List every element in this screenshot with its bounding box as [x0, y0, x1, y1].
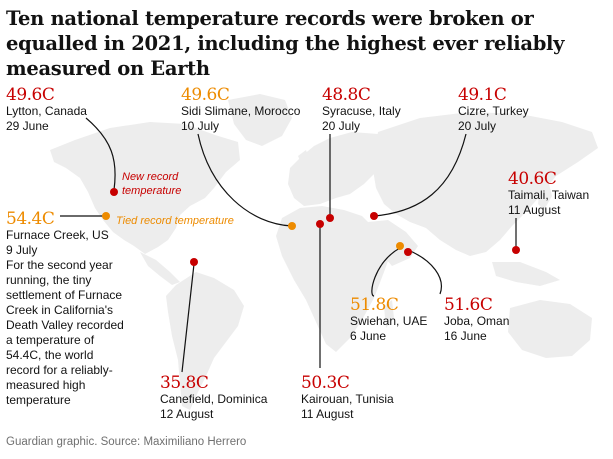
- record-temp: 35.8C: [160, 373, 209, 393]
- south-america-land: [166, 272, 244, 410]
- dot-cizre: [370, 212, 378, 220]
- dot-kairouan: [316, 220, 324, 228]
- record-taimali: 40.6C Taimali, Taiwan 11 August: [508, 170, 589, 218]
- dot-taimali: [512, 246, 520, 254]
- leader-lines: [60, 117, 517, 373]
- leader-canefield: [181, 263, 195, 373]
- leader-joba: [407, 249, 442, 295]
- dot-lytton: [110, 188, 118, 196]
- dot-sidi-slimane: [288, 222, 296, 230]
- africa-land: [276, 206, 392, 352]
- record-date: 9 July: [6, 243, 38, 257]
- leader-cizre: [373, 133, 467, 217]
- record-temp: 50.3C: [301, 373, 350, 393]
- record-temp: 49.1C: [458, 85, 507, 105]
- record-dots: [102, 188, 520, 266]
- record-place: Swiehan, UAE: [350, 314, 428, 328]
- record-date: 11 August: [301, 407, 354, 421]
- record-place: Syracuse, Italy: [322, 104, 401, 118]
- europe-land: [288, 132, 392, 206]
- record-date: 10 July: [181, 119, 220, 133]
- leader-sidi-slimane: [197, 133, 293, 227]
- dot-joba: [404, 248, 412, 256]
- record-swiehan: 51.8C Swiehan, UAE 6 June: [350, 296, 427, 344]
- record-lytton: 49.6C Lytton, Canada 29 June: [6, 86, 87, 134]
- record-canefield: 35.8C Canefield, Dominica 12 August: [160, 374, 267, 422]
- record-place: Furnace Creek, US: [6, 228, 109, 242]
- record-kairouan: 50.3C Kairouan, Tunisia 11 August: [301, 374, 394, 422]
- record-place: Taimali, Taiwan: [508, 188, 590, 202]
- australia-land: [508, 300, 592, 358]
- north-america-land: [50, 122, 240, 254]
- leader-swiehan: [371, 247, 401, 297]
- record-place: Cizre, Turkey: [458, 104, 529, 118]
- landmasses: [50, 94, 598, 410]
- record-date: 16 June: [444, 329, 487, 343]
- record-date: 20 July: [322, 119, 361, 133]
- record-joba: 51.6C Joba, Oman 16 June: [444, 296, 509, 344]
- record-note: For the second year running, the tiny se…: [6, 258, 124, 407]
- dot-syracuse: [326, 214, 334, 222]
- record-date: 12 August: [160, 407, 214, 421]
- legend-new-record: New record temperature: [122, 171, 182, 197]
- central-america-land: [140, 252, 180, 285]
- record-date: 11 August: [508, 203, 561, 217]
- record-temp: 51.6C: [444, 295, 493, 315]
- record-place: Canefield, Dominica: [160, 392, 268, 406]
- record-date: 6 June: [350, 329, 387, 343]
- record-syracuse: 48.8C Syracuse, Italy 20 July: [322, 86, 401, 134]
- record-temp: 54.4C: [6, 209, 55, 229]
- record-temp: 49.6C: [6, 85, 55, 105]
- leader-lytton: [85, 117, 116, 191]
- asia-land: [372, 112, 598, 256]
- record-furnace-creek: 54.4C Furnace Creek, US 9 July For the s…: [6, 210, 126, 408]
- record-place: Joba, Oman: [444, 314, 510, 328]
- madagascar-land: [384, 300, 394, 328]
- record-cizre: 49.1C Cizre, Turkey 20 July: [458, 86, 529, 134]
- record-temp: 51.8C: [350, 295, 399, 315]
- record-temp: 49.6C: [181, 85, 230, 105]
- record-temp: 40.6C: [508, 169, 557, 189]
- record-temp: 48.8C: [322, 85, 371, 105]
- dot-furnace-creek: [102, 212, 110, 220]
- dot-swiehan: [396, 242, 404, 250]
- source-credit: Guardian graphic. Source: Maximiliano He…: [6, 436, 247, 448]
- record-sidi-slimane: 49.6C Sidi Slimane, Morocco 10 July: [181, 86, 300, 134]
- record-place: Lytton, Canada: [6, 104, 87, 118]
- greenland-land: [228, 94, 292, 146]
- japan-land: [538, 180, 552, 210]
- se-asia-land: [492, 262, 560, 286]
- record-place: Kairouan, Tunisia: [301, 392, 394, 406]
- uk-land: [298, 150, 310, 170]
- chart-title: Ten national temperature records were br…: [6, 7, 565, 80]
- record-date: 20 July: [458, 119, 497, 133]
- record-place: Sidi Slimane, Morocco: [181, 104, 301, 118]
- legend-tied-record: Tied record temperature: [116, 215, 234, 227]
- record-date: 29 June: [6, 119, 49, 133]
- dot-canefield: [190, 258, 198, 266]
